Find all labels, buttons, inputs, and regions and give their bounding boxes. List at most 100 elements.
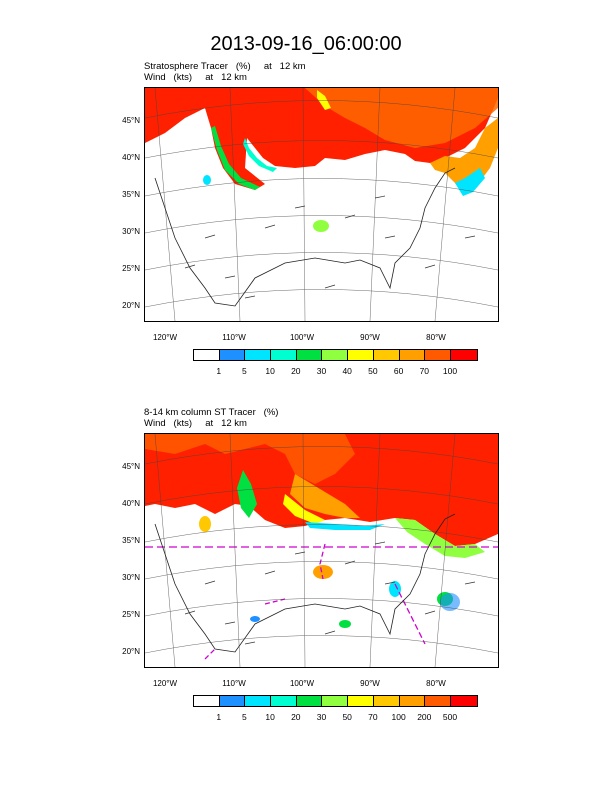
colorbar-swatch — [245, 350, 272, 360]
colorbar-tick-label: 50 — [342, 712, 352, 722]
page-title: 2013-09-16_06:00:00 — [210, 33, 402, 55]
colorbar-tick-label: 1 — [216, 712, 222, 722]
coastline — [154, 513, 456, 653]
colorbar-tick-label: 50 — [368, 366, 378, 376]
colorbar-tick-label: 5 — [242, 366, 247, 376]
colorbar-swatch — [271, 350, 297, 360]
tracer-blob — [339, 620, 351, 628]
colorbar-tick-label: 10 — [265, 712, 275, 722]
colorbar-tick-label: 30 — [316, 712, 327, 722]
colorbar-swatch — [450, 696, 477, 706]
colorbar-swatch — [194, 350, 220, 360]
tracer-orange-region — [305, 88, 498, 148]
coastline — [154, 167, 456, 307]
colorbar-swatch — [425, 350, 451, 360]
colorbar-tick-label: 1 — [216, 366, 222, 376]
tracer-orange-region — [290, 474, 360, 518]
colorbar-tick-label: 20 — [291, 712, 301, 722]
wind-barbs — [184, 195, 476, 299]
colorbar-swatch — [425, 696, 451, 706]
lat-label: 20°N — [122, 301, 140, 310]
lat-label: 35°N — [122, 190, 140, 199]
tracer-band-cyan — [305, 522, 385, 530]
tracer-blob — [203, 175, 211, 185]
lat-label: 30°N — [122, 227, 140, 236]
colorbar-tick-label: 5 — [242, 712, 247, 722]
tracer-band-yellow — [317, 90, 331, 110]
panel2-subtitle-2: Wind (kts) at 12 km — [144, 418, 247, 429]
tracer-east-cyan — [455, 168, 485, 196]
colorbar-swatch — [245, 696, 272, 706]
lon-label: 120°W — [152, 333, 178, 342]
tracer-blob — [313, 565, 333, 579]
colorbar-swatch — [373, 696, 400, 706]
lon-label: 110°W — [222, 679, 246, 688]
lat-label: 40°N — [122, 499, 140, 508]
lat-label: 45°N — [122, 462, 140, 471]
lat-label: 45°N — [122, 116, 140, 125]
colorbar-swatch — [219, 696, 246, 706]
colorbar-tick-label: 100 — [391, 712, 406, 722]
colorbar-swatch — [271, 696, 297, 706]
tracer-blob — [199, 516, 211, 532]
colorbar-swatch — [296, 696, 323, 706]
graticule — [145, 434, 498, 667]
tracer-band-green — [237, 470, 257, 518]
panel2-map-canvas — [145, 434, 498, 667]
lat-label: 40°N — [122, 153, 140, 162]
tracer-blob — [389, 581, 401, 597]
lat-label: 35°N — [122, 536, 140, 545]
colorbar-swatch — [296, 350, 323, 360]
tracer-blob — [313, 220, 329, 232]
lon-label: 110°W — [222, 333, 246, 342]
panel1-map — [144, 87, 499, 322]
panel1-map-canvas — [145, 88, 498, 321]
colorbar-tick-label: 100 — [442, 366, 458, 376]
lat-label: 25°N — [122, 264, 140, 273]
tracer-blob — [250, 616, 260, 622]
colorbar-swatch — [450, 350, 477, 360]
tracer-band-yellow — [283, 494, 325, 524]
colorbar-tick-label: 200 — [417, 712, 432, 722]
colorbar-tick-label: 70 — [419, 366, 430, 376]
contour-line — [204, 648, 216, 660]
panel2-colorbar — [193, 695, 478, 707]
colorbar-swatch — [399, 350, 426, 360]
lon-label: 120°W — [152, 679, 178, 688]
lat-label: 25°N — [122, 610, 140, 619]
panel2-map — [144, 433, 499, 668]
contour-line — [319, 543, 326, 580]
colorbar-swatch — [322, 350, 349, 360]
tracer-band-green — [211, 126, 260, 190]
colorbar-tick-label: 500 — [442, 712, 458, 722]
contour-line — [394, 583, 426, 645]
tracer-band-cyan — [243, 138, 277, 172]
lon-label: 80°W — [426, 679, 446, 688]
colorbar-tick-label: 20 — [291, 366, 301, 376]
wind-barbs — [184, 541, 476, 645]
colorbar-tick-label: 60 — [393, 366, 404, 376]
lon-label: 80°W — [426, 333, 446, 342]
lat-label: 20°N — [122, 647, 140, 656]
panel1-subtitle-2: Wind (kts) at 12 km — [144, 72, 247, 83]
panel2-subtitle-1: 8-14 km column ST Tracer (%) — [144, 407, 279, 418]
colorbar-swatch — [348, 350, 374, 360]
colorbar-tick-label: 10 — [265, 366, 275, 376]
colorbar-swatch — [373, 350, 400, 360]
panel1-subtitle-1: Stratosphere Tracer (%) at 12 km — [144, 61, 306, 72]
colorbar-swatch — [399, 696, 426, 706]
colorbar-tick-label: 40 — [342, 366, 352, 376]
tracer-east-coast — [395, 518, 485, 558]
graticule — [145, 88, 498, 321]
lon-label: 100°W — [289, 333, 315, 342]
colorbar-tick-label: 70 — [368, 712, 378, 722]
lat-label: 30°N — [122, 573, 140, 582]
colorbar-swatch — [219, 350, 246, 360]
colorbar-swatch — [194, 696, 220, 706]
contour-line — [264, 598, 286, 605]
colorbar-swatch — [322, 696, 349, 706]
tracer-blob — [440, 593, 460, 611]
colorbar-swatch — [348, 696, 374, 706]
panel1-colorbar — [193, 349, 478, 361]
lon-label: 90°W — [360, 679, 380, 688]
